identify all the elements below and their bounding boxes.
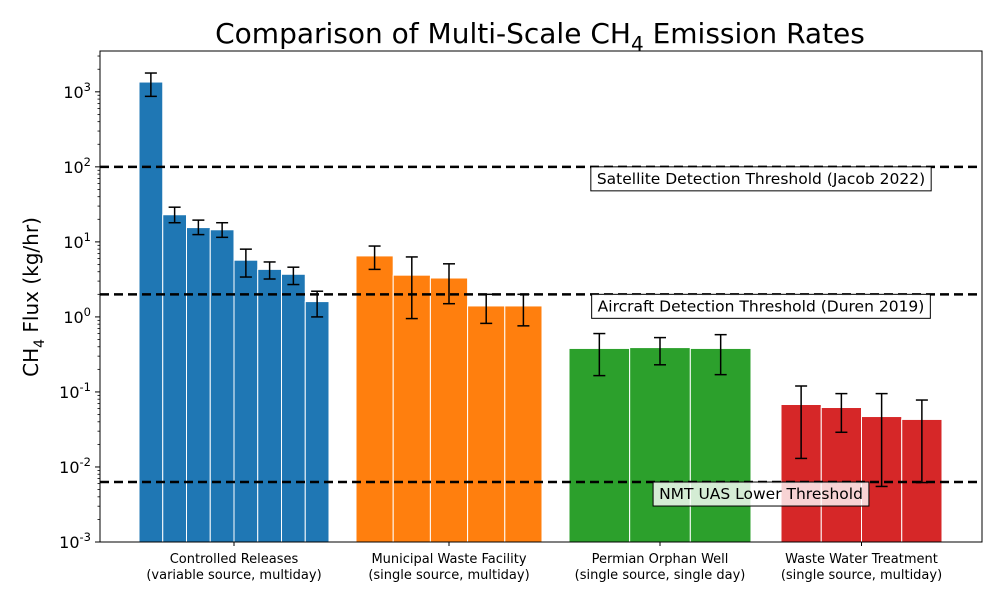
bar bbox=[689, 347, 752, 543]
axes bbox=[99, 50, 983, 543]
chart-title-main: Comparison of Multi-Scale CH bbox=[215, 17, 631, 50]
y-tick-base: 10 bbox=[63, 83, 83, 102]
threshold-label-box bbox=[590, 166, 932, 192]
x-tick-label: Permian Orphan Well bbox=[592, 552, 729, 567]
y-tick-exponent: 3 bbox=[84, 80, 91, 94]
y-tick-label: 10-2 bbox=[59, 455, 91, 477]
y-tick-label: 102 bbox=[63, 155, 91, 177]
y-tick-exponent: 1 bbox=[84, 230, 91, 244]
y-tick-base: 10 bbox=[63, 233, 83, 252]
bar bbox=[186, 227, 211, 543]
bar bbox=[257, 268, 282, 543]
threshold-label: NMT UAS Lower Threshold bbox=[652, 481, 870, 507]
chart-title-subscript: 4 bbox=[631, 32, 644, 56]
bar bbox=[429, 277, 469, 543]
bar bbox=[209, 229, 235, 543]
x-ticks: Controlled Releases(variable source, mul… bbox=[146, 542, 942, 583]
threshold-label-box bbox=[652, 481, 870, 507]
y-axis-label-subscript: 4 bbox=[32, 339, 48, 348]
y-axis-label: CH4 Flux (kg/hr) bbox=[19, 217, 48, 377]
threshold-label-text: Satellite Detection Threshold (Jacob 202… bbox=[597, 170, 925, 188]
y-tick-base: 10 bbox=[59, 458, 79, 477]
chart-title-rest: Emission Rates bbox=[644, 17, 865, 50]
threshold-label-text: NMT UAS Lower Threshold bbox=[659, 485, 863, 503]
y-tick-base: 10 bbox=[63, 158, 83, 177]
threshold-label: Aircraft Detection Threshold (Duren 2019… bbox=[591, 293, 931, 319]
y-tick-exponent: 0 bbox=[84, 305, 91, 319]
bar bbox=[629, 347, 691, 543]
svg-text:CH4 Flux (kg/hr): CH4 Flux (kg/hr) bbox=[19, 217, 48, 377]
bar bbox=[233, 259, 259, 543]
bar bbox=[355, 255, 394, 543]
bar bbox=[304, 301, 330, 543]
bars bbox=[138, 81, 943, 543]
y-tick-base: 10 bbox=[59, 383, 79, 402]
chart-title: Comparison of Multi-Scale CH4 Emission R… bbox=[215, 17, 865, 56]
x-tick-label: Controlled Releases bbox=[170, 552, 299, 567]
y-tick-exponent: 2 bbox=[84, 155, 91, 169]
x-tick-label-subtitle: (single source, multiday) bbox=[781, 568, 942, 583]
y-axis-label-main: CH bbox=[19, 348, 43, 377]
y-axis-label-rest: Flux (kg/hr) bbox=[19, 217, 43, 339]
y-tick-base: 10 bbox=[59, 533, 79, 552]
y-tick-label: 103 bbox=[63, 80, 91, 102]
x-tick-label-subtitle: (variable source, multiday) bbox=[146, 568, 321, 583]
svg-text:Comparison of Multi-Scale CH4: Comparison of Multi-Scale CH4 Emission R… bbox=[215, 17, 865, 56]
bar bbox=[281, 273, 306, 543]
bar bbox=[392, 274, 431, 543]
y-tick-label: 10-3 bbox=[59, 530, 91, 552]
y-tick-exponent: -3 bbox=[80, 530, 91, 544]
threshold-lines: Satellite Detection Threshold (Jacob 202… bbox=[100, 165, 982, 507]
x-tick-label-subtitle: (single source, multiday) bbox=[368, 568, 529, 583]
y-tick-label: 10-1 bbox=[59, 380, 91, 402]
bar bbox=[568, 347, 631, 543]
bar bbox=[162, 214, 187, 543]
threshold-label: Satellite Detection Threshold (Jacob 202… bbox=[590, 166, 932, 192]
plot-frame bbox=[99, 50, 983, 543]
y-tick-exponent: -1 bbox=[80, 380, 91, 394]
threshold-label-text: Aircraft Detection Threshold (Duren 2019… bbox=[598, 297, 925, 315]
bar bbox=[504, 305, 543, 543]
y-tick-label: 100 bbox=[63, 305, 91, 327]
threshold-label-box bbox=[591, 293, 931, 319]
x-tick-label-subtitle: (single source, single day) bbox=[575, 568, 746, 583]
bar bbox=[138, 81, 164, 543]
x-tick-label: Waste Water Treatment bbox=[785, 552, 938, 567]
x-tick-label: Municipal Waste Facility bbox=[371, 552, 526, 567]
bar bbox=[467, 305, 506, 543]
y-tick-label: 101 bbox=[63, 230, 91, 252]
y-tick-base: 10 bbox=[63, 308, 83, 327]
error-bars bbox=[144, 72, 928, 488]
y-tick-exponent: -2 bbox=[80, 455, 91, 469]
